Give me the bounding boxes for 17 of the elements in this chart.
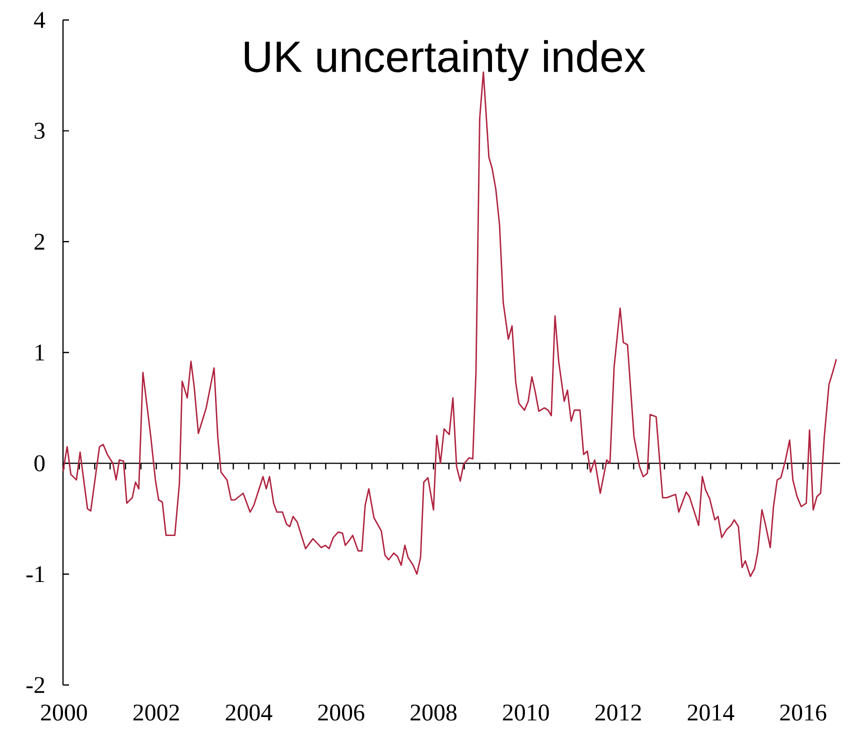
y-tick-label: 4: [34, 12, 46, 28]
x-tick-label: 2000: [41, 704, 87, 721]
x-tick-label: 2010: [503, 704, 549, 721]
x-tick-label: 2006: [318, 704, 364, 721]
chart-title: UK uncertainty index: [244, 40, 646, 81]
x-tick-label: 2008: [410, 704, 456, 721]
y-tick-label: -1: [26, 566, 44, 582]
x-tick-label: 2004: [226, 704, 272, 721]
y-tick-label: 2: [34, 234, 44, 250]
x-tick-label: 2014: [688, 704, 734, 721]
x-tick-label: 2002: [133, 704, 179, 721]
y-tick-label: 3: [34, 122, 45, 139]
y-tick-label: -2: [26, 677, 44, 693]
y-tick-label: 0: [34, 455, 45, 472]
y-tick-label: 1: [36, 344, 44, 360]
x-tick-label: 2012: [595, 704, 641, 721]
x-tick-label: 2016: [780, 704, 826, 721]
